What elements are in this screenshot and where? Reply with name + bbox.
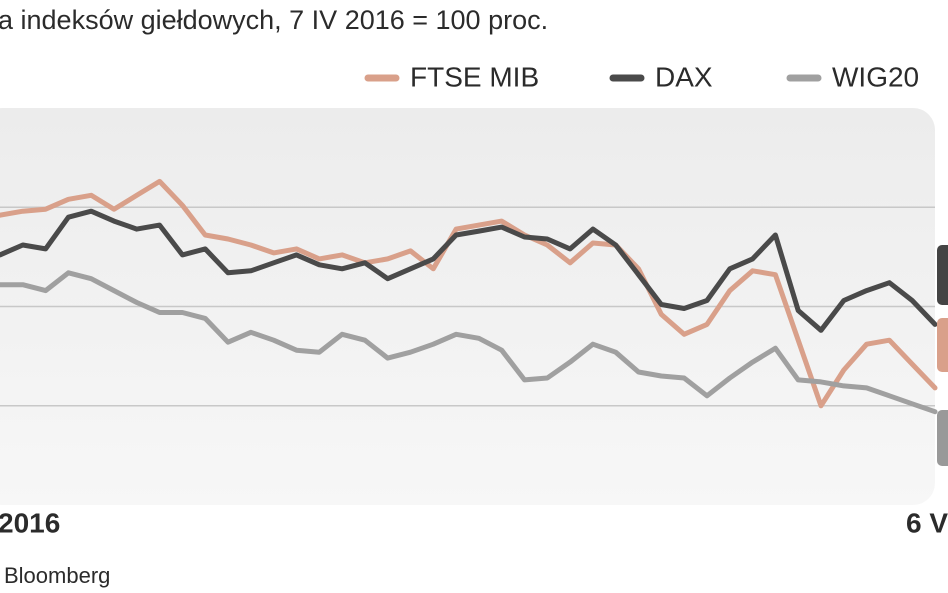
legend-item: DAX	[609, 61, 713, 92]
series-line	[0, 208, 938, 333]
chart-subtitle: a indeksów giełdowych, 7 IV 2016 = 100 p…	[0, 5, 548, 35]
end-label-box	[937, 318, 948, 372]
end-label-box	[937, 410, 948, 466]
x-tick-label: 6 V	[906, 507, 948, 538]
legend-label: DAX	[655, 61, 713, 92]
legend-item: FTSE MIB	[364, 61, 539, 92]
series-line	[0, 178, 938, 409]
source: Bloomberg	[4, 563, 110, 588]
legend-item: WIG20	[786, 61, 919, 92]
end-label-box	[937, 245, 948, 305]
x-tick-label: 2016	[0, 507, 60, 538]
legend-label: FTSE MIB	[410, 61, 539, 92]
series-line	[0, 270, 938, 415]
legend-label: WIG20	[832, 61, 919, 92]
